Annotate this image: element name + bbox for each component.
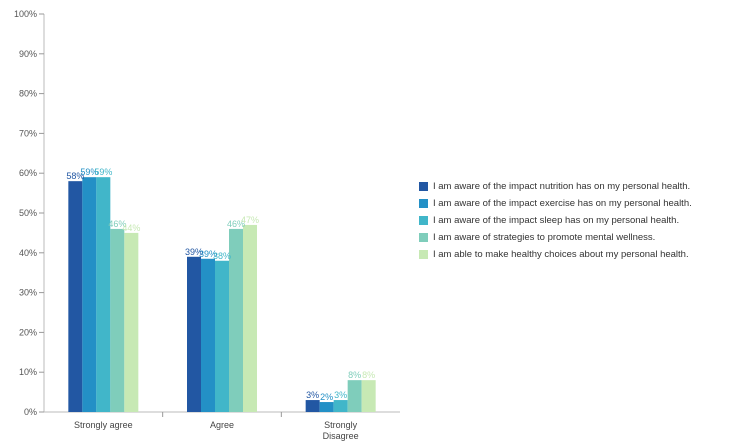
legend-swatch (419, 199, 428, 208)
data-label: 46% (227, 219, 245, 229)
bar[interactable] (96, 177, 111, 412)
bar-chart: 0% 10% 20% 30% 40% 50% 60% 70% 80% 90% 100% Strongl… (14, 9, 400, 441)
legend-swatch (419, 216, 428, 225)
data-label: 8% (362, 370, 375, 380)
y-tick-label: 40% (19, 248, 37, 258)
data-label: 46% (108, 219, 126, 229)
data-label: 44% (122, 223, 140, 233)
legend-item[interactable]: I am aware of the impact nutrition has o… (419, 178, 741, 195)
legend-label: I am aware of the impact nutrition has o… (433, 181, 691, 192)
legend-item[interactable]: I am aware of strategies to promote ment… (419, 229, 741, 246)
data-label: 59% (80, 167, 98, 177)
bar[interactable] (333, 400, 348, 412)
x-category-label: Agree (210, 420, 234, 430)
y-tick-label: 80% (19, 89, 37, 99)
data-label: 47% (241, 215, 259, 225)
bar[interactable] (82, 177, 97, 412)
bar[interactable] (243, 224, 257, 412)
data-label: 59% (94, 167, 112, 177)
y-tick-label: 20% (19, 327, 37, 337)
y-tick-label: 100% (14, 9, 37, 19)
legend-label: I am aware of strategies to promote ment… (433, 232, 656, 243)
bar[interactable] (187, 256, 201, 412)
data-label: 38% (213, 251, 231, 261)
legend-swatch (419, 250, 428, 259)
data-label: 39% (199, 249, 217, 259)
y-tick-label: 0% (24, 407, 37, 417)
data-label: 8% (348, 370, 361, 380)
data-labels: 58%59%59%46%44%39%39%38%46%47%3% 2% 3%8% 8% (66, 167, 375, 402)
data-label: 3% (334, 390, 347, 400)
bar[interactable] (201, 258, 215, 412)
y-tick-label: 30% (19, 288, 37, 298)
legend-swatch (419, 182, 428, 191)
y-tick-label: 60% (19, 168, 37, 178)
legend-item[interactable]: I am able to make healthy choices about … (419, 246, 741, 263)
legend-item[interactable]: I am aware of the impact exercise has on… (419, 195, 741, 212)
bar[interactable] (124, 232, 139, 412)
bar[interactable] (215, 260, 229, 412)
legend-label: I am aware of the impact exercise has on… (433, 198, 692, 209)
legend: I am aware of the impact nutrition has o… (419, 178, 741, 263)
bar[interactable] (319, 402, 334, 412)
bar[interactable] (305, 400, 320, 412)
x-category-label: Strongly agree (74, 420, 133, 430)
x-category-label: Strongly (324, 420, 358, 430)
data-label: 39% (185, 247, 203, 257)
bar[interactable] (68, 181, 83, 412)
legend-label: I am aware of the impact sleep has on my… (433, 215, 680, 226)
y-tick-label: 10% (19, 367, 37, 377)
data-label: 3% (306, 390, 319, 400)
data-label: 58% (66, 171, 84, 181)
legend-label: I am able to make healthy choices about … (433, 249, 689, 260)
bar[interactable] (347, 380, 362, 412)
y-tick-label: 70% (19, 128, 37, 138)
data-label: 2% (320, 392, 333, 402)
legend-item[interactable]: I am aware of the impact sleep has on my… (419, 212, 741, 229)
y-tick-label: 50% (19, 208, 37, 218)
bar[interactable] (361, 380, 376, 412)
x-category-label: Disagree (323, 431, 359, 441)
y-tick-label: 90% (19, 49, 37, 59)
bars (68, 177, 376, 412)
legend-swatch (419, 233, 428, 242)
bar[interactable] (110, 228, 125, 412)
bar[interactable] (229, 228, 243, 412)
